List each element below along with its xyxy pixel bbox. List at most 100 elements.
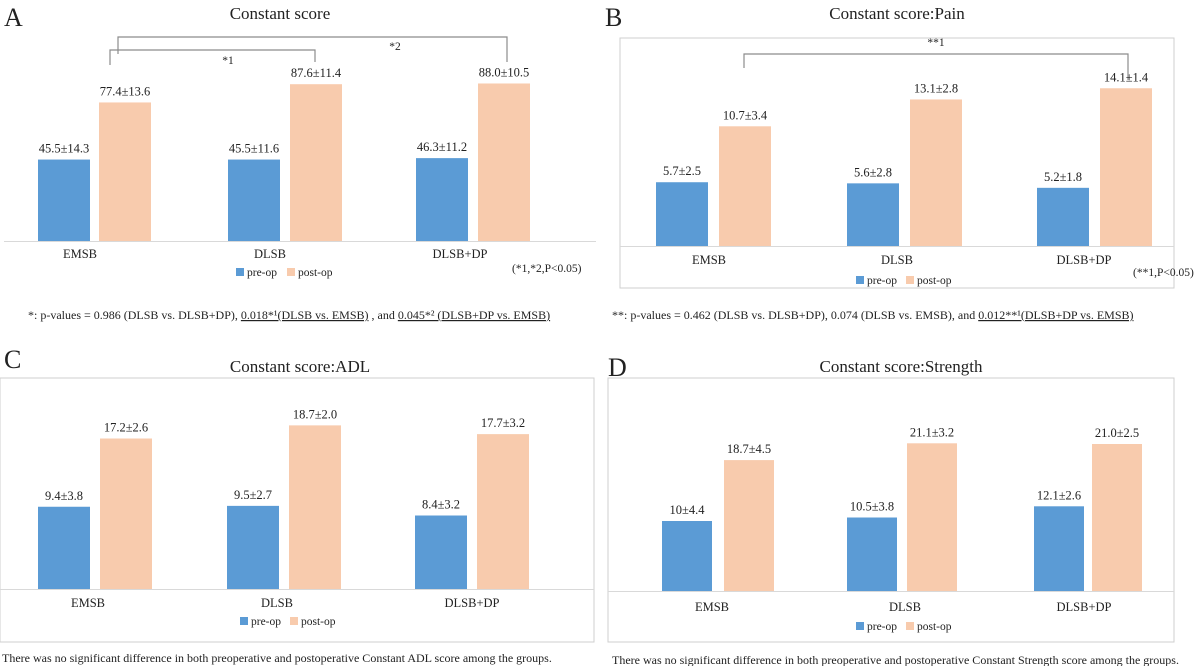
data-label: 18.7±2.0 — [293, 407, 337, 421]
panel-b-footnote: **: p-values = 0.462 (DLSB vs. DLSB+DP),… — [612, 308, 1134, 322]
bracket-emsb-dlsbdp — [117, 36, 508, 62]
sig-label-1: *1 — [222, 55, 234, 67]
sig-label-2: *2 — [389, 41, 401, 53]
bar-post-op-dlsb-dp — [477, 434, 529, 589]
panel-d-letter: D — [608, 353, 627, 382]
legend-post: post-op — [917, 275, 952, 287]
data-label: 5.6±2.8 — [854, 165, 892, 179]
category-label: DLSB — [889, 600, 921, 614]
data-label: 17.2±2.6 — [104, 421, 148, 435]
legend-post: post-op — [917, 621, 952, 633]
data-label: 9.4±3.8 — [45, 489, 83, 503]
sig-label-1: **1 — [927, 37, 945, 49]
panel-c-title: Constant score:ADL — [230, 357, 370, 376]
panel-b-significance: **1 — [743, 37, 1129, 80]
bar-pre-op-dlsb-dp — [415, 515, 467, 589]
legend-swatch-pre — [856, 622, 864, 630]
category-label: EMSB — [71, 596, 105, 610]
data-label: 77.4±13.6 — [100, 84, 151, 98]
legend-pre: pre-op — [247, 267, 277, 279]
bar-pre-op-dlsb — [228, 159, 280, 241]
bar-pre-op-emsb — [662, 521, 712, 591]
data-label: 17.7±3.2 — [481, 416, 525, 430]
panel-c: C Constant score:ADL 9.4±3.8 9.5±2.7 8.4±3… — [0, 345, 595, 665]
panel-b: B Constant score:Pain **1 5.7±2.5 5.6±2.8… — [605, 3, 1194, 322]
bar-post-op-emsb — [719, 126, 771, 246]
bar-pre-op-emsb — [38, 159, 90, 241]
legend-pre: pre-op — [867, 275, 897, 287]
bar-post-op-emsb — [724, 460, 774, 591]
data-label: 10.7±3.4 — [723, 108, 768, 122]
legend-swatch-post — [906, 276, 914, 284]
legend-swatch-post — [290, 617, 298, 625]
data-label: 8.4±3.2 — [422, 498, 460, 512]
panel-a-footnote: *: p-values = 0.986 (DLSB vs. DLSB+DP), … — [28, 308, 550, 322]
footnote-part: *: p-values = 0.986 (DLSB vs. DLSB+DP), — [28, 308, 241, 322]
data-label: 13.1±2.8 — [914, 81, 958, 95]
panel-b-frame — [619, 37, 1175, 289]
bar-pre-op-dlsb — [227, 505, 279, 589]
footnote-part: , and — [369, 308, 398, 322]
data-label: 46.3±11.2 — [417, 140, 467, 154]
legend-post: post-op — [298, 267, 333, 279]
bar-pre-op-emsb — [656, 182, 708, 246]
data-label: 21.0±2.5 — [1095, 426, 1139, 440]
data-label: 45.5±14.3 — [39, 142, 90, 156]
footnote-part: **: p-values = 0.462 (DLSB vs. DLSB+DP),… — [612, 308, 978, 322]
data-label: 9.5±2.7 — [234, 488, 272, 502]
footnote-underlined: 0.012**¹(DLSB+DP vs. EMSB) — [978, 308, 1133, 322]
bar-post-op-emsb — [99, 102, 151, 241]
category-label: DLSB — [261, 596, 293, 610]
panel-b-title: Constant score:Pain — [829, 4, 965, 23]
bar-pre-op-dlsb — [847, 183, 899, 246]
category-label: DLSB — [254, 247, 286, 261]
bar-post-op-dlsb — [289, 425, 341, 589]
bar-pre-op-emsb — [38, 506, 90, 589]
data-label: 10±4.4 — [670, 503, 706, 517]
category-label: DLSB — [881, 253, 913, 267]
panel-c-plot: 9.4±3.8 9.5±2.7 8.4±3.2 17.2±2.6 18.7±2.0 17.… — [0, 407, 594, 590]
data-label: 18.7±4.5 — [727, 442, 771, 456]
panel-a-significance: *1 *2 — [109, 36, 508, 67]
legend-swatch-post — [906, 622, 914, 630]
legend-pre: pre-op — [867, 621, 897, 633]
category-label: DLSB+DP — [445, 596, 500, 610]
bar-pre-op-dlsb-dp — [1037, 187, 1089, 246]
data-label: 5.2±1.8 — [1044, 170, 1082, 184]
panel-c-legend: pre-op post-op — [240, 616, 336, 628]
panel-c-footnote: There was no significant difference in b… — [2, 651, 552, 665]
bar-pre-op-dlsb-dp — [1034, 506, 1084, 591]
category-label: DLSB+DP — [1057, 253, 1112, 267]
category-label: EMSB — [63, 247, 97, 261]
data-label: 87.6±11.4 — [291, 66, 342, 80]
category-label: DLSB+DP — [1057, 600, 1112, 614]
panel-a-plot: 45.5±14.3 45.5±11.6 46.3±11.2 77.4±13.6 87.6… — [4, 65, 596, 242]
footnote-underlined: 0.018*¹(DLSB vs. EMSB) — [241, 308, 369, 322]
panel-b-plot: 5.7±2.5 5.6±2.8 5.2±1.8 10.7±3.4 13.1±2.8 14.… — [620, 70, 1174, 247]
data-label: 10.5±3.8 — [850, 500, 894, 514]
data-label: 21.1±3.2 — [910, 425, 954, 439]
panel-a-letter: A — [4, 3, 23, 32]
bracket-emsb-dlsb — [109, 49, 316, 65]
panel-d-frame — [607, 377, 1175, 643]
panel-d-legend: pre-op post-op — [856, 621, 952, 633]
legend-swatch-post — [287, 268, 295, 276]
data-label: 12.1±2.6 — [1037, 488, 1081, 502]
panel-c-frame — [0, 377, 595, 643]
panel-d-plot: 10±4.4 10.5±3.8 12.1±2.6 18.7±4.5 21.1±3.2 21… — [608, 425, 1174, 592]
panel-d: D Constant score:Strength 10±4.4 10.5±3.8… — [607, 353, 1179, 666]
legend-pre: pre-op — [251, 616, 281, 628]
bar-post-op-dlsb — [910, 99, 962, 246]
panel-a-title: Constant score — [230, 4, 331, 23]
panel-b-legend: pre-op post-op — [856, 275, 952, 287]
legend-swatch-pre — [236, 268, 244, 276]
legend-post: post-op — [301, 616, 336, 628]
bar-pre-op-dlsb-dp — [416, 158, 468, 241]
panel-a: A Constant score *1 *2 45.5±14.3 45.5±11.… — [4, 3, 596, 322]
panel-b-note: (**1,P<0.05) — [1133, 267, 1194, 279]
panel-d-title: Constant score:Strength — [820, 357, 983, 376]
data-label: 45.5±11.6 — [229, 142, 279, 156]
bar-post-op-dlsb — [907, 443, 957, 591]
panel-d-footnote: There was no significant difference in b… — [612, 653, 1179, 666]
